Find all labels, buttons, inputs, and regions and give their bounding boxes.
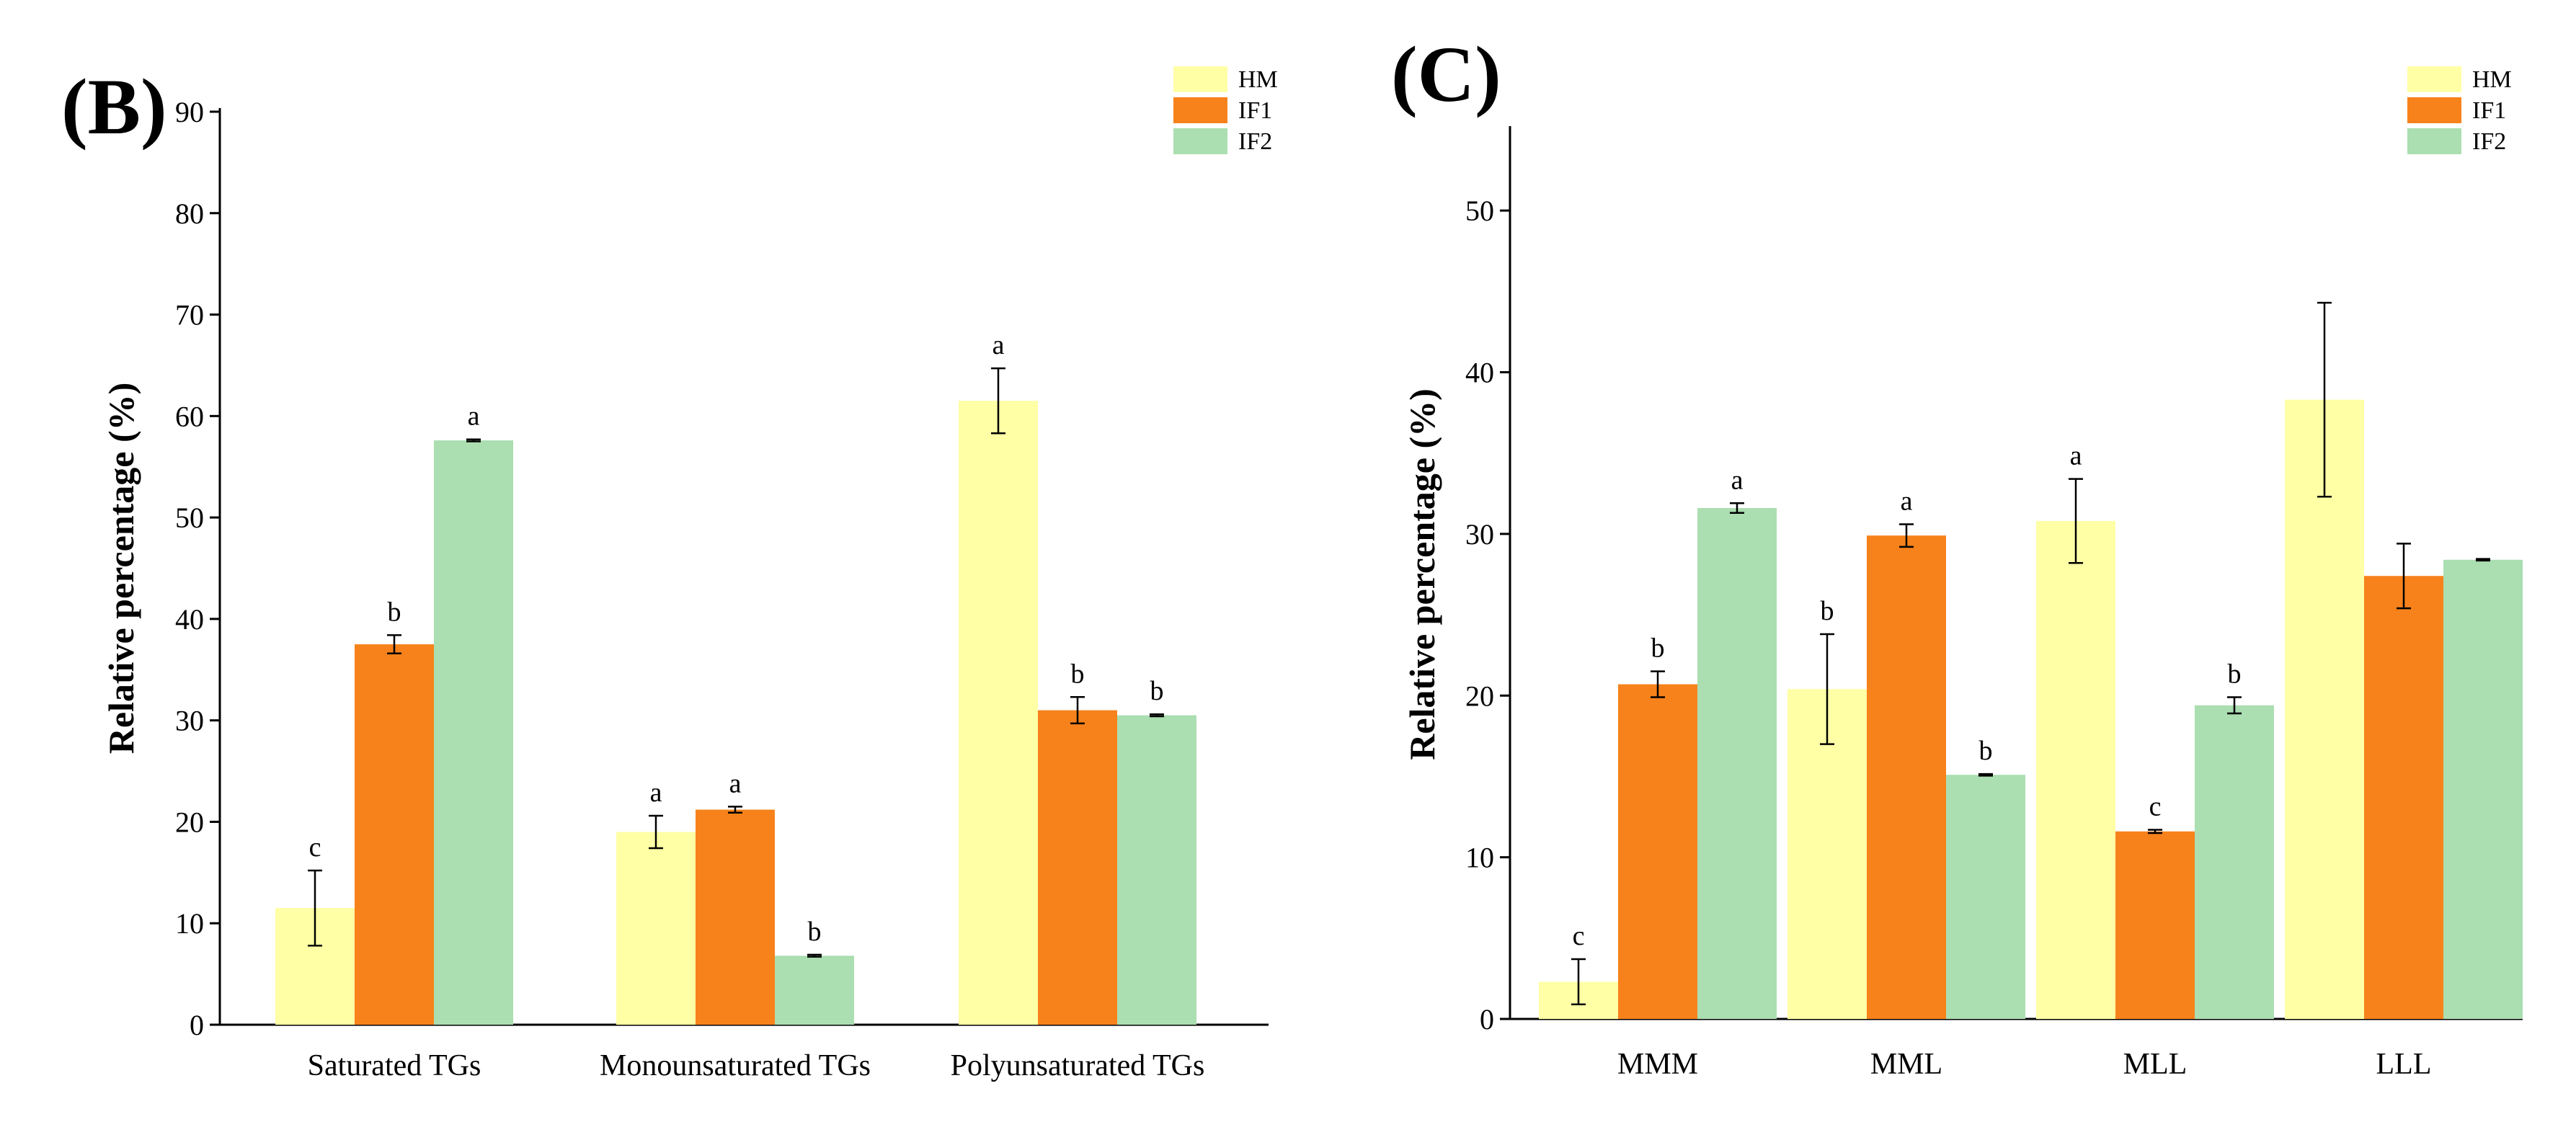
y-tick-label: 40 xyxy=(175,603,204,636)
significance-letter: b xyxy=(1979,736,1993,766)
y-tick-label: 90 xyxy=(175,96,204,128)
y-tick-label: 50 xyxy=(1465,195,1494,227)
y-tick-label: 10 xyxy=(1465,842,1494,874)
legend-label: IF2 xyxy=(2472,128,2506,155)
significance-letter: b xyxy=(1651,633,1665,664)
bar-if2-3 xyxy=(2443,559,2523,1019)
bar-if2-0 xyxy=(1697,508,1777,1019)
bar-if1-2 xyxy=(2115,831,2195,1019)
category-label: MMM xyxy=(1617,1048,1698,1081)
legend-swatch-if2 xyxy=(1173,128,1227,154)
significance-letter: b xyxy=(2228,659,2242,690)
category-label: Saturated TGs xyxy=(308,1049,481,1082)
chart-panel-c: (C) 0 10 20 30 40 50 Relative percentage (%) c b a… xyxy=(1391,30,2523,1081)
legend-swatch-hm xyxy=(2407,66,2461,92)
y-tick-label: 50 xyxy=(175,502,204,534)
bar-if1-3 xyxy=(2364,576,2443,1019)
chart-panel-b: (B) 0 10 20 30 40 50 60 70 80 90 Relative percentag… xyxy=(61,63,1278,1082)
legend-label: IF1 xyxy=(2472,97,2506,124)
category-label: Monounsaturated TGs xyxy=(600,1049,871,1082)
legend-swatch-if1 xyxy=(1173,97,1227,123)
significance-letter: b xyxy=(1150,676,1164,706)
y-tick-label: 20 xyxy=(1465,680,1494,712)
y-tick-label: 60 xyxy=(175,400,204,432)
bar-hm-3 xyxy=(2285,399,2364,1019)
significance-letter: b xyxy=(388,597,401,627)
bar-hm-2 xyxy=(2036,520,2115,1019)
significance-letter: c xyxy=(2149,791,2162,822)
y-tick-label: 20 xyxy=(175,806,204,838)
legend-label: IF2 xyxy=(1238,128,1272,155)
legend-swatch-if1 xyxy=(2407,97,2461,123)
bar-hm-2 xyxy=(959,401,1038,1025)
panel-label: (C) xyxy=(1391,30,1501,118)
significance-letter: a xyxy=(468,401,480,432)
bar-if2-0 xyxy=(434,440,513,1025)
y-tick-label: 30 xyxy=(175,705,204,737)
significance-letter: a xyxy=(2070,441,2082,471)
significance-letter: a xyxy=(729,768,742,798)
significance-letter: a xyxy=(1731,465,1744,495)
significance-letter: c xyxy=(309,832,321,863)
significance-letter: b xyxy=(1071,659,1085,689)
legend-label: IF1 xyxy=(1238,97,1272,124)
y-tick-label: 30 xyxy=(1465,518,1494,551)
bar-if1-1 xyxy=(1867,535,1946,1019)
bar-if2-1 xyxy=(1946,775,2025,1019)
legend-label: HM xyxy=(1238,66,1278,93)
category-label: Polyunsaturated TGs xyxy=(951,1049,1205,1082)
y-axis-title: Relative percentage (%) xyxy=(1402,388,1442,760)
category-label: MLL xyxy=(2123,1048,2188,1081)
bar-if2-2 xyxy=(2195,705,2274,1019)
y-tick-label: 70 xyxy=(175,299,204,331)
significance-letter: c xyxy=(1573,921,1585,951)
panel-label: (B) xyxy=(61,63,167,151)
significance-letter: a xyxy=(650,778,662,808)
bar-if1-0 xyxy=(355,644,434,1025)
significance-letter: a xyxy=(992,330,1005,360)
legend-label: HM xyxy=(2472,66,2512,93)
significance-letter: b xyxy=(808,917,822,947)
y-tick-label: 10 xyxy=(175,907,204,940)
bar-if1-2 xyxy=(1038,710,1117,1025)
bar-if2-1 xyxy=(775,956,854,1025)
significance-letter: a xyxy=(1901,486,1913,516)
bar-hm-1 xyxy=(616,832,696,1025)
legend-swatch-hm xyxy=(1173,66,1227,92)
y-tick-label: 0 xyxy=(190,1009,204,1041)
y-tick-label: 80 xyxy=(175,197,204,230)
y-tick-label: 0 xyxy=(1480,1003,1494,1036)
significance-letter: b xyxy=(1821,596,1834,626)
category-label: LLL xyxy=(2376,1048,2432,1081)
category-label: MML xyxy=(1870,1048,1942,1081)
bar-if1-1 xyxy=(696,809,775,1025)
y-axis-title: Relative percentage (%) xyxy=(101,383,141,754)
legend-swatch-if2 xyxy=(2407,128,2461,154)
bar-if1-0 xyxy=(1618,684,1697,1019)
bar-if2-2 xyxy=(1117,715,1196,1025)
y-tick-label: 40 xyxy=(1465,357,1494,389)
